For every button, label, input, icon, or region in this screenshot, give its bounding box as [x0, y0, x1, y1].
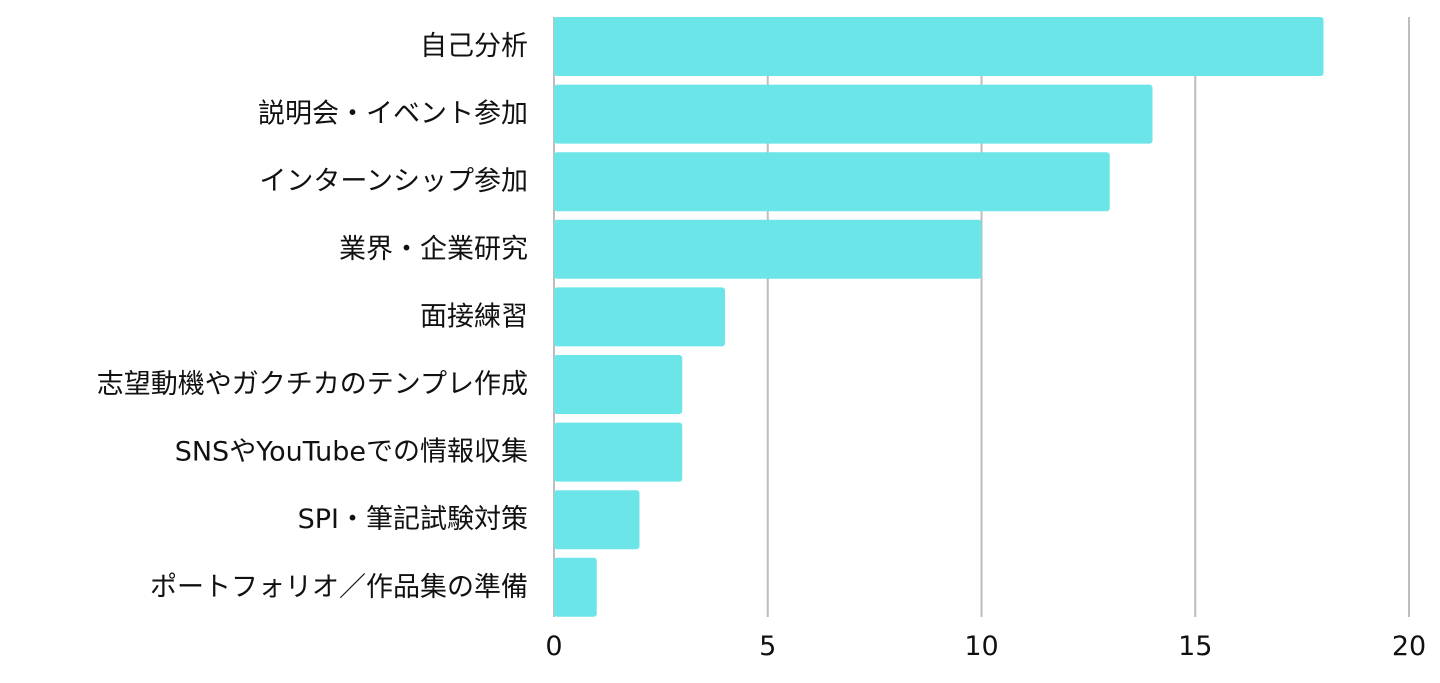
x-tick-label: 20 — [1392, 631, 1426, 662]
category-label-layer: 自己分析説明会・イベント参加インターンシップ参加業界・企業研究面接練習志望動機や… — [97, 31, 528, 603]
x-tick-label: 0 — [545, 631, 562, 662]
bar — [554, 287, 725, 347]
category-label: 自己分析 — [420, 31, 528, 62]
bar-layer — [554, 17, 1324, 617]
bar — [554, 84, 1153, 144]
x-tick-label: 10 — [964, 631, 998, 662]
category-label: 説明会・イベント参加 — [258, 99, 528, 130]
x-tick-label: 5 — [759, 631, 776, 662]
category-label: 志望動機やガクチカのテンプレ作成 — [97, 369, 528, 400]
bar — [554, 17, 1324, 76]
category-label: インターンシップ参加 — [259, 166, 528, 197]
bar — [554, 355, 683, 414]
category-label: SNSやYouTubeでの情報収集 — [175, 437, 528, 468]
bar — [554, 219, 982, 279]
bar — [554, 557, 597, 617]
category-label: SPI・筆記試験対策 — [298, 504, 528, 535]
x-tick-label: 15 — [1178, 631, 1212, 662]
x-tick-label-layer: 0 5 10 15 20 — [545, 631, 1426, 662]
bar — [554, 490, 640, 550]
bar — [554, 422, 683, 482]
category-label: ポートフォリオ／作品集の準備 — [150, 572, 528, 603]
bar — [554, 152, 1110, 212]
category-label: 業界・企業研究 — [339, 234, 528, 265]
category-label: 面接練習 — [420, 301, 528, 332]
